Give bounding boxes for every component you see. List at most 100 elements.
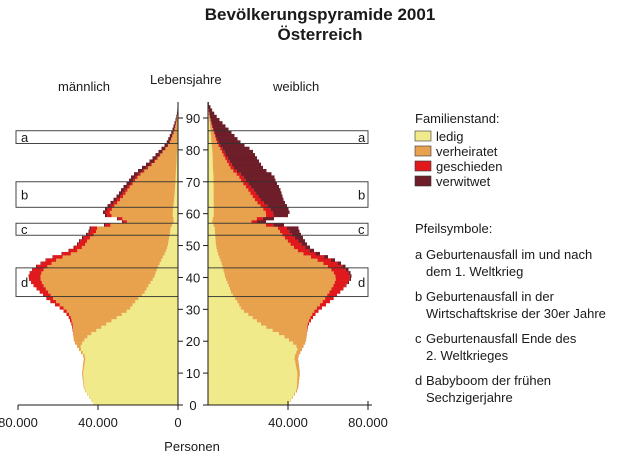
female-label: weiblich: [272, 79, 319, 94]
male-bar-age-68-geschieden: [127, 184, 130, 189]
male-bar-age-69-verheiratet: [132, 181, 176, 186]
legend-label-verwitwet: verwitwet: [436, 174, 491, 189]
female-bar-age-63-geschieden: [257, 200, 264, 205]
male-bar-age-53-verwitwet: [86, 232, 88, 237]
male-bar-age-52-verwitwet: [82, 235, 84, 240]
female-bar-age-55-verheiratet: [214, 226, 279, 230]
female-bar-age-78-ledig: [208, 153, 213, 157]
male-bar-age-80-verheiratet: [165, 146, 178, 151]
x-tick-label-2: 0: [174, 415, 181, 430]
female-bar-age-39-geschieden: [335, 277, 350, 281]
legend-swatch-ledig: [414, 130, 432, 142]
male-bar-age-47-verwitwet: [61, 251, 63, 256]
male-bar-age-15-verheiratet: [83, 353, 85, 358]
legend-label-geschieden: geschieden: [436, 159, 503, 174]
male-bar-age-5-verheiratet: [83, 385, 85, 390]
age-axis-label: Lebensjahre: [150, 72, 222, 87]
female-bar-age-40-verheiratet: [224, 274, 336, 278]
male-bar-age-27-verheiratet: [70, 315, 117, 320]
female-bar-age-50-ledig: [208, 242, 216, 246]
female-bar-age-34-verheiratet: [232, 293, 328, 297]
female-bar-age-89-verwitwet: [210, 118, 220, 122]
female-bar-age-40-geschieden: [335, 274, 350, 278]
female-bar-age-90-ledig: [208, 114, 210, 119]
male-bar-age-60-ledig: [172, 210, 178, 214]
male-bar-age-77-ledig: [176, 156, 178, 160]
x-tick-label-4: 80.000: [348, 415, 388, 430]
female-bar-age-59-verwitwet: [273, 213, 288, 218]
female-bar-age-50-verwitwet: [301, 242, 307, 246]
female-bar-age-40-verwitwet: [349, 274, 352, 278]
male-bar-age-74-verwitwet: [142, 165, 147, 170]
female-bar-age-46-verwitwet: [323, 255, 328, 259]
female-bar-age-81-ledig: [208, 143, 212, 147]
female-bar-age-23-verheiratet: [272, 328, 307, 332]
male-bar-age-35-ledig: [144, 290, 178, 294]
chart-title: Bevölkerungspyramide 2001: [205, 5, 436, 24]
male-bar-age-71-verheiratet: [137, 175, 176, 179]
female-bar-age-41-ledig: [208, 271, 225, 275]
male-bar-age-42-geschieden: [32, 267, 44, 272]
female-bar-age-64-geschieden: [254, 197, 262, 202]
female-bar-age-3-verheiratet: [294, 392, 295, 396]
female-bar-age-47-verheiratet: [218, 251, 304, 256]
male-bar-age-3-ledig: [87, 392, 178, 396]
male-bar-age-71-verwitwet: [131, 175, 136, 179]
female-bar-age-79-verheiratet: [212, 149, 222, 154]
female-bar-age-83-ledig: [208, 137, 212, 141]
male-bar-age-44-geschieden: [41, 261, 52, 265]
male-bar-age-11-ledig: [83, 366, 178, 371]
male-bar-age-45-geschieden: [46, 258, 57, 262]
female-bar-age-86-ledig: [208, 127, 211, 132]
male-bar-age-19-verheiratet: [75, 341, 83, 345]
female-bar-age-3-ledig: [208, 392, 295, 396]
female-bar-age-40-ledig: [208, 274, 225, 278]
female-bar-age-65-verheiratet: [213, 194, 253, 199]
female-bar-age-53-verwitwet: [291, 232, 301, 237]
male-bar-age-10-ledig: [83, 369, 178, 374]
female-bar-age-55-ledig: [208, 226, 215, 230]
female-bar-age-90-verwitwet: [209, 114, 217, 119]
male-bar-age-77-verwitwet: [152, 156, 157, 160]
female-bar-age-66-verwitwet: [256, 191, 282, 195]
male-bar-age-76-verheiratet: [154, 159, 177, 163]
male-bar-age-26-verheiratet: [71, 318, 112, 323]
male-bar-age-58-ledig: [173, 216, 178, 221]
male-bar-age-77-verheiratet: [157, 156, 177, 160]
male-bar-age-34-verheiratet: [50, 293, 142, 297]
female-bar-age-47-verwitwet: [315, 251, 320, 256]
annotation-letter-right-b: b: [358, 188, 365, 203]
male-bar-age-34-ledig: [141, 293, 178, 297]
male-bar-age-24-verheiratet: [73, 325, 102, 329]
male-bar-age-4-ledig: [85, 389, 178, 393]
male-bar-age-32-ledig: [135, 299, 178, 304]
female-bar-age-32-geschieden: [322, 299, 330, 304]
female-bar-age-29-ledig: [208, 309, 244, 313]
female-bar-age-49-ledig: [208, 245, 217, 250]
female-bar-age-68-verheiratet: [213, 184, 246, 189]
female-bar-age-85-verheiratet: [210, 130, 214, 135]
male-bar-age-69-verwitwet: [126, 181, 131, 186]
female-bar-age-51-geschieden: [287, 239, 299, 243]
male-bar-age-55-verheiratet: [97, 226, 171, 230]
female-bar-age-74-verwitwet: [233, 165, 263, 170]
female-bar-age-70-ledig: [208, 178, 214, 183]
female-bar-age-31-verheiratet: [239, 302, 320, 307]
male-bar-age-11-verheiratet: [82, 366, 84, 371]
male-bar-age-43-ledig: [158, 264, 178, 269]
male-bar-age-78-ledig: [176, 153, 179, 157]
annotation-letter-right-d: d: [358, 275, 365, 290]
male-bar-age-50-verheiratet: [85, 242, 169, 246]
female-bar-age-38-verwitwet: [348, 280, 349, 285]
male-bar-age-83-verwitwet: [168, 137, 171, 141]
female-bar-age-87-geschieden: [211, 124, 213, 128]
female-bar-age-55-verwitwet: [287, 226, 299, 230]
female-bar-age-77-verheiratet: [212, 156, 226, 160]
female-bar-age-25-verheiratet: [261, 322, 308, 326]
male-bar-age-6-ledig: [84, 382, 178, 387]
female-bar-age-70-verheiratet: [213, 178, 242, 183]
female-bar-age-36-geschieden: [331, 287, 344, 291]
female-bar-age-68-ledig: [208, 184, 214, 189]
female-bar-age-79-geschieden: [221, 149, 225, 154]
